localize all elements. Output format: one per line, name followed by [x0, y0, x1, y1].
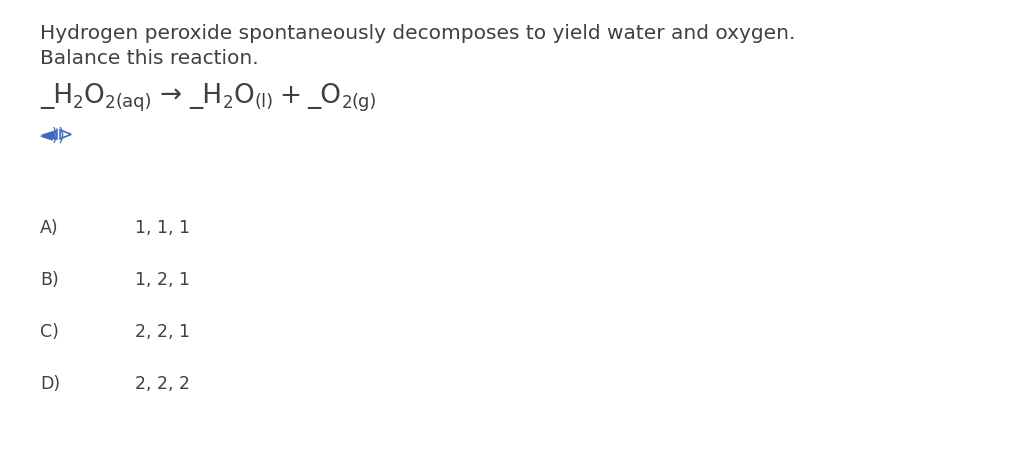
- Text: 2: 2: [73, 95, 83, 113]
- Text: _O: _O: [307, 83, 341, 109]
- Text: (aq): (aq): [115, 93, 152, 111]
- Text: D): D): [40, 375, 60, 393]
- Text: 1, 2, 1: 1, 2, 1: [135, 271, 190, 289]
- Text: O: O: [233, 83, 254, 109]
- Text: 2, 2, 1: 2, 2, 1: [135, 323, 190, 341]
- Text: ◄)): ◄)): [40, 127, 66, 145]
- Text: _H: _H: [189, 83, 223, 109]
- Text: C): C): [40, 323, 59, 341]
- Text: (l): (l): [254, 93, 274, 111]
- Text: B): B): [40, 271, 59, 289]
- Text: ◄⧐: ◄⧐: [40, 125, 74, 144]
- Text: O: O: [83, 83, 105, 109]
- Text: 2, 2, 2: 2, 2, 2: [135, 375, 190, 393]
- Text: 2: 2: [341, 95, 352, 113]
- Text: A): A): [40, 219, 59, 237]
- Text: Balance this reaction.: Balance this reaction.: [40, 49, 259, 68]
- Text: 2: 2: [105, 95, 115, 113]
- Text: 1, 1, 1: 1, 1, 1: [135, 219, 190, 237]
- Text: _H: _H: [40, 83, 73, 109]
- Text: →: →: [160, 83, 182, 109]
- Text: (g): (g): [352, 93, 378, 111]
- Text: Hydrogen peroxide spontaneously decomposes to yield water and oxygen.: Hydrogen peroxide spontaneously decompos…: [40, 24, 795, 43]
- Text: +: +: [279, 83, 301, 109]
- Text: 2: 2: [223, 95, 233, 113]
